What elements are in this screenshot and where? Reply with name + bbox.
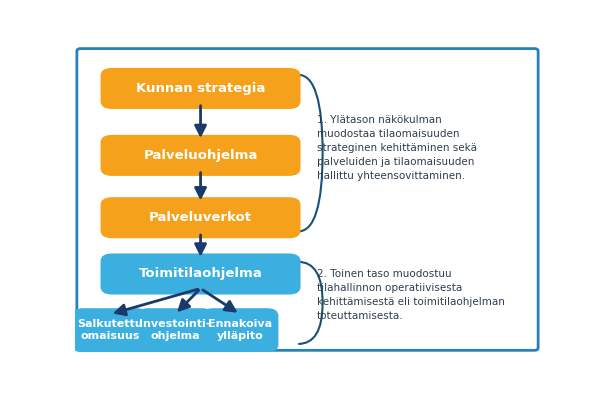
- Text: 2. Toinen taso muodostuu
tilahallinnon operatiivisesta
kehittämisestä eli toimit: 2. Toinen taso muodostuu tilahallinnon o…: [317, 269, 505, 321]
- FancyBboxPatch shape: [202, 308, 278, 352]
- Text: Ennakoiva
ylläpito: Ennakoiva ylläpito: [208, 320, 272, 341]
- FancyBboxPatch shape: [71, 308, 148, 352]
- Text: Palveluverkot: Palveluverkot: [149, 211, 252, 224]
- FancyBboxPatch shape: [101, 254, 301, 295]
- Text: Salkutettu
omaisuus: Salkutettu omaisuus: [77, 320, 143, 341]
- Text: Palveluohjelma: Palveluohjelma: [143, 149, 258, 162]
- FancyBboxPatch shape: [137, 308, 214, 352]
- Text: Kunnan strategia: Kunnan strategia: [136, 82, 265, 95]
- Text: Toimitilaohjelma: Toimitilaohjelma: [139, 267, 262, 280]
- Text: 1. Ylätason näkökulman
muodostaa tilaomaisuuden
strateginen kehittäminen sekä
pa: 1. Ylätason näkökulman muodostaa tilaoma…: [317, 115, 477, 181]
- FancyBboxPatch shape: [77, 49, 538, 350]
- Text: Investointi-
ohjelma: Investointi- ohjelma: [139, 320, 211, 341]
- FancyBboxPatch shape: [101, 68, 301, 109]
- FancyBboxPatch shape: [101, 135, 301, 176]
- FancyBboxPatch shape: [101, 197, 301, 238]
